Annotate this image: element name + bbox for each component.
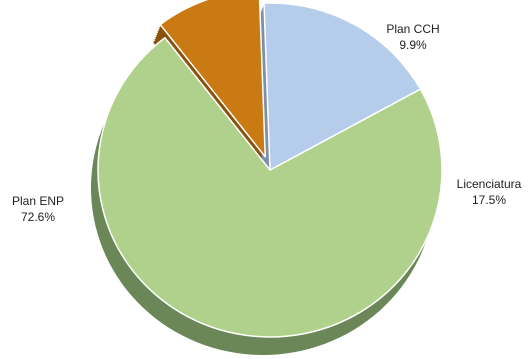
slice-licenciatura (263, 2, 422, 171)
slice-label-plan-enp: Plan ENP (12, 194, 64, 208)
slice-percent-licenciatura: 17.5% (472, 193, 506, 207)
slice-percent-plan-cch: 9.9% (399, 38, 427, 52)
pie-slices (97, 0, 443, 338)
slice-percent-plan-enp: 72.6% (21, 210, 55, 224)
slice-plan-cch (159, 0, 266, 158)
slice-plan-enp (97, 37, 443, 338)
slice-label-plan-cch: Plan CCH (386, 22, 439, 36)
slice-label-licenciatura: Licenciatura (457, 177, 522, 191)
